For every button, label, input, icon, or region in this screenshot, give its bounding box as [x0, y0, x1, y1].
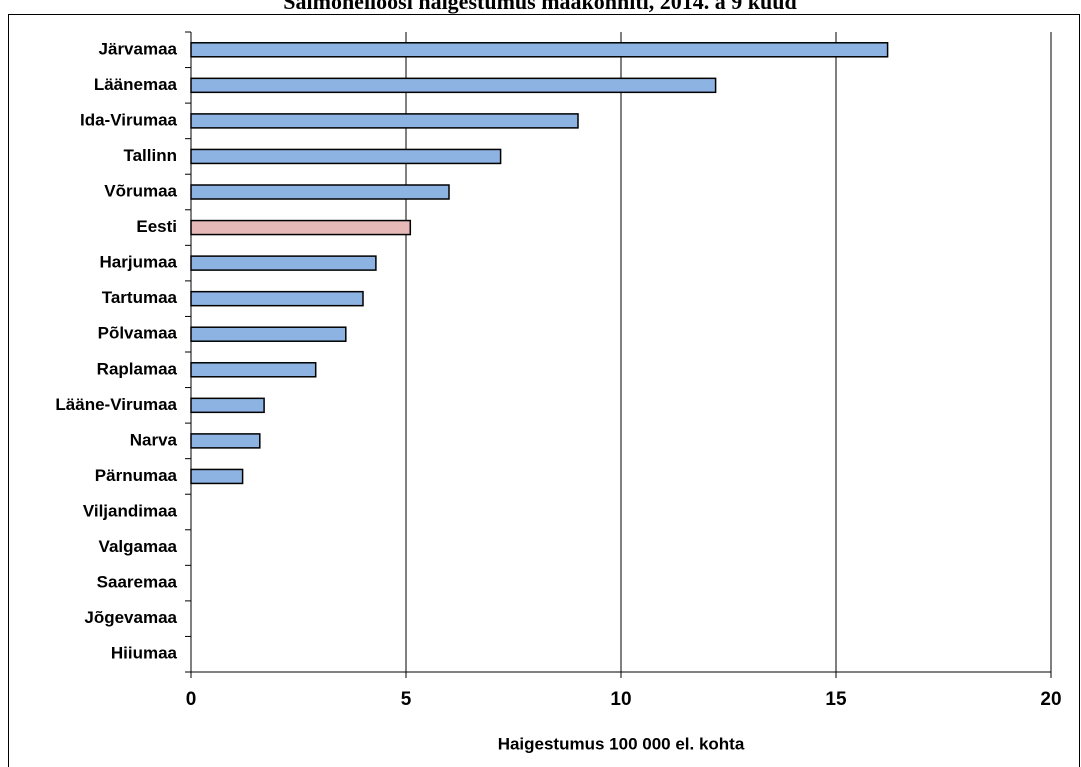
bar	[190, 148, 502, 165]
y-tick-label: Eesti	[136, 217, 177, 236]
y-tick-label: Pärnumaa	[95, 466, 178, 485]
x-tick-label: 10	[610, 689, 631, 710]
x-tick-label: 20	[1040, 689, 1061, 710]
y-tick-label: Tallinn	[123, 146, 177, 165]
y-tick-label: Põlvamaa	[98, 324, 178, 343]
bar	[190, 77, 717, 94]
y-tick-label: Raplamaa	[97, 359, 178, 378]
x-tick-label: 0	[186, 689, 197, 710]
y-tick-label: Lääne-Virumaa	[55, 395, 177, 414]
bar	[190, 468, 244, 485]
y-tick-label: Jõgevamaa	[84, 608, 177, 627]
bar	[190, 290, 364, 307]
chart-title: Salmonelloosi haigestumus maakonniti, 20…	[283, 0, 796, 14]
bar	[190, 397, 265, 414]
y-tick-label: Saaremaa	[97, 573, 178, 592]
y-tick-label: Valgamaa	[99, 537, 178, 556]
bar	[190, 42, 889, 58]
y-tick-label: Narva	[130, 430, 178, 449]
bar	[190, 362, 317, 378]
bar	[190, 433, 261, 449]
chart-frame	[8, 14, 1080, 767]
x-tick-label: 15	[825, 689, 847, 710]
y-tick-label: Järvamaa	[99, 39, 178, 58]
bar	[190, 255, 377, 271]
y-tick-label: Ida-Virumaa	[80, 110, 178, 129]
y-tick-label: Tartumaa	[102, 288, 178, 307]
bar	[190, 326, 347, 342]
x-axis-label: Haigestumus 100 000 el. kohta	[498, 734, 745, 753]
y-tick-label: Läänemaa	[94, 75, 178, 94]
y-tick-label: Harjumaa	[100, 253, 178, 272]
y-tick-label: Viljandimaa	[83, 501, 178, 520]
x-tick-label: 5	[401, 689, 412, 710]
bar	[190, 219, 412, 236]
y-tick-label: Hiiumaa	[111, 644, 178, 663]
y-tick-label: Võrumaa	[104, 181, 177, 200]
bar	[190, 184, 450, 200]
bar	[190, 113, 579, 129]
